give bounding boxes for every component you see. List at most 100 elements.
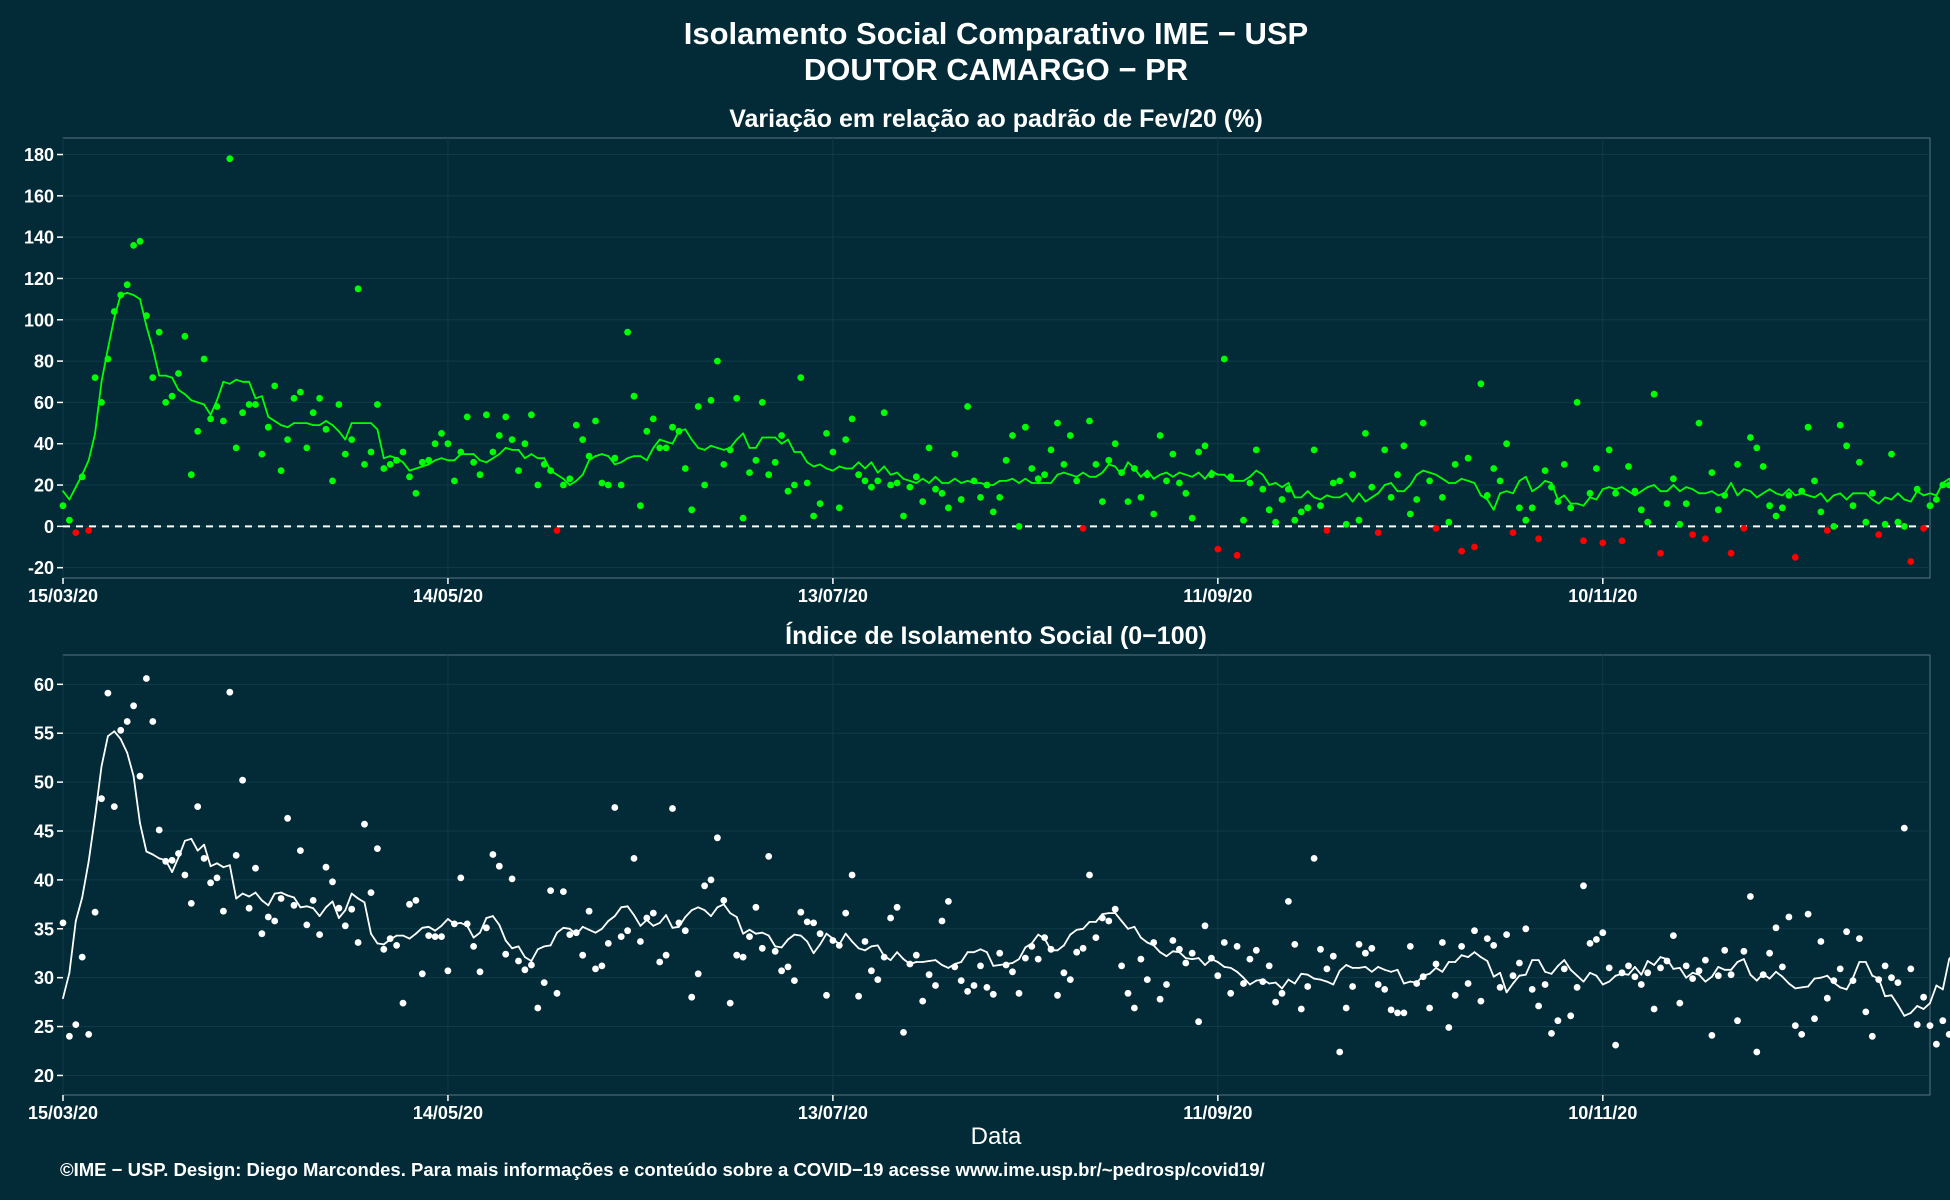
data-point — [1143, 471, 1151, 479]
data-point — [290, 394, 298, 402]
trend-segment — [254, 891, 263, 902]
data-point — [957, 496, 965, 503]
data-point — [733, 394, 741, 402]
trend-segment — [806, 940, 815, 955]
data-point — [1394, 1009, 1401, 1017]
data-point — [1631, 973, 1639, 981]
data-point — [444, 440, 452, 448]
trend-segment — [427, 459, 437, 466]
data-point — [1176, 945, 1183, 953]
data-point — [1593, 936, 1600, 943]
trend-segment — [1101, 463, 1110, 474]
data-point — [1002, 456, 1010, 464]
trend-segment — [139, 298, 148, 327]
data-point — [880, 409, 888, 417]
data-point — [1131, 1004, 1138, 1012]
data-point — [534, 481, 542, 489]
trend-segment — [183, 837, 193, 842]
trend-segment — [812, 463, 821, 468]
trend-segment — [716, 903, 725, 909]
data-point — [1182, 959, 1190, 967]
data-point — [1541, 981, 1549, 988]
trend-segment — [1576, 502, 1585, 507]
data-point — [457, 448, 465, 456]
data-point — [1329, 952, 1337, 960]
trend-segment — [1473, 951, 1482, 958]
y-tick-label: 140 — [24, 228, 54, 248]
trend-segment — [1197, 471, 1206, 480]
trend-segment — [1736, 488, 1745, 497]
data-point — [1496, 984, 1504, 991]
data-point — [1945, 1031, 1950, 1038]
data-point — [726, 999, 734, 1007]
data-point — [1445, 518, 1453, 526]
data-point — [534, 1004, 542, 1012]
trend-segment — [819, 932, 828, 946]
data-point — [187, 900, 195, 907]
trend-segment — [1332, 969, 1341, 986]
data-point — [707, 396, 715, 404]
trend-segment — [767, 934, 777, 948]
trend-segment — [1672, 484, 1681, 493]
data-point — [1939, 1017, 1947, 1025]
trend-segment — [1890, 492, 1899, 501]
trend-segment — [1768, 488, 1777, 495]
trend-segment — [735, 432, 744, 441]
data-point — [117, 291, 125, 299]
trend-segment — [1197, 957, 1206, 966]
data-point — [1490, 942, 1498, 949]
data-point — [98, 795, 105, 803]
data-point — [322, 425, 330, 433]
data-point — [98, 399, 105, 406]
trend-segment — [1165, 471, 1174, 478]
trend-segment — [440, 918, 449, 927]
trend-segment — [1909, 1005, 1919, 1014]
trend-segment — [216, 380, 225, 402]
data-point — [1516, 504, 1523, 512]
trend-segment — [774, 945, 783, 949]
data-point — [130, 242, 138, 249]
trend-segment — [1005, 477, 1014, 482]
data-point — [374, 401, 381, 408]
data-point — [149, 718, 157, 725]
data-point — [669, 423, 676, 431]
data-point — [1156, 432, 1164, 439]
data-point — [1766, 949, 1773, 957]
data-point — [168, 392, 176, 400]
data-point — [617, 481, 625, 489]
data-point — [752, 903, 760, 911]
data-point — [1567, 1012, 1575, 1020]
x-tick-label: 15/03/20 — [28, 586, 98, 606]
trend-segment — [190, 399, 199, 404]
data-point — [932, 485, 939, 493]
data-point — [386, 935, 394, 942]
data-point — [1342, 520, 1350, 528]
data-point — [1933, 496, 1940, 503]
trend-segment — [1428, 967, 1437, 975]
trend-segment — [710, 906, 719, 917]
data-point — [1118, 469, 1125, 476]
trend-segment — [857, 947, 866, 952]
trend-segment — [1929, 492, 1938, 497]
data-point — [457, 874, 465, 882]
trend-segment — [1589, 496, 1598, 501]
trend-segment — [1364, 496, 1373, 503]
trend-segment — [337, 909, 347, 919]
data-point — [1188, 949, 1196, 957]
data-point — [1426, 477, 1433, 485]
data-point — [540, 461, 548, 468]
data-point — [752, 456, 760, 464]
data-point — [380, 465, 388, 472]
trend-segment — [293, 896, 302, 909]
trend-segment — [1627, 490, 1636, 497]
data-point — [1721, 492, 1729, 499]
data-point — [245, 401, 253, 408]
data-point — [284, 436, 291, 443]
data-point — [919, 498, 927, 505]
data-point — [1419, 973, 1427, 981]
data-point — [1509, 972, 1517, 980]
data-point — [1605, 446, 1613, 454]
trend-segment — [607, 455, 616, 466]
data-point — [1073, 477, 1081, 485]
data-point — [1727, 971, 1735, 979]
